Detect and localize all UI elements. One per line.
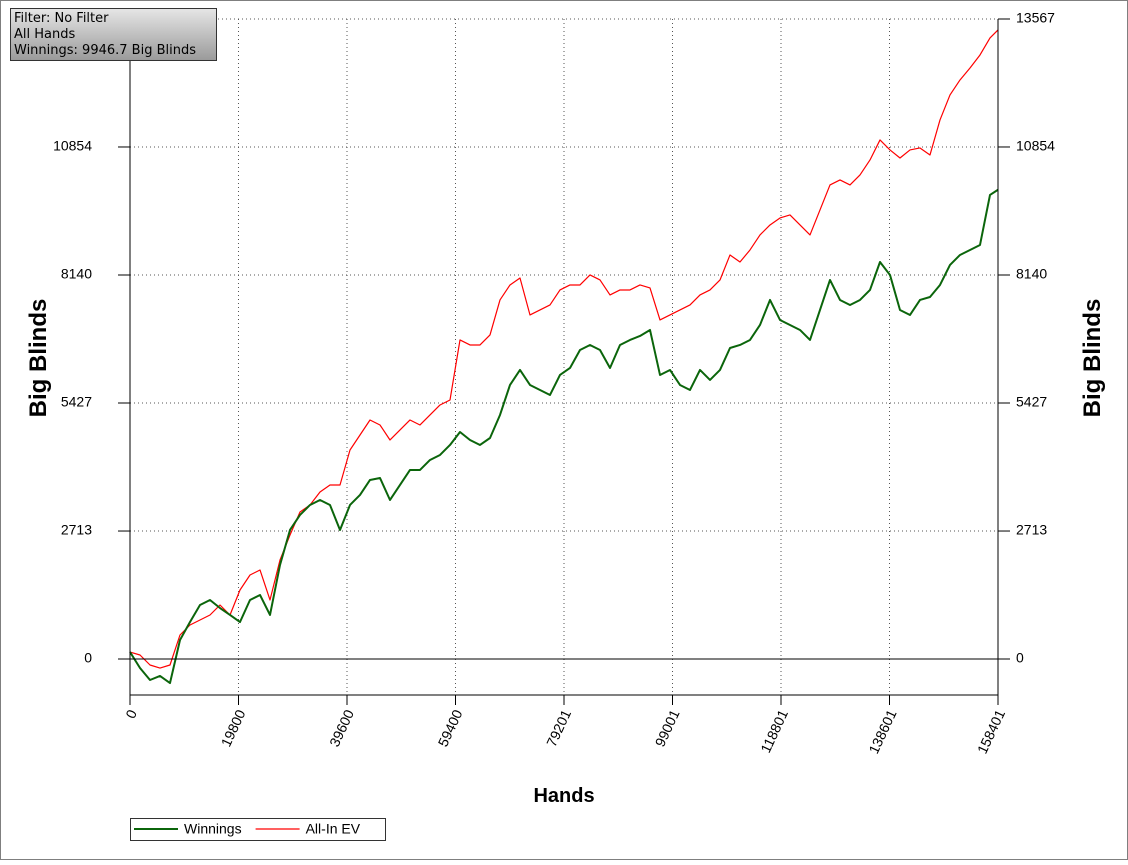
y2-tick-label: 10854 [1016, 138, 1055, 154]
y-tick-label: 5427 [61, 394, 92, 410]
y-tick-label: 2713 [61, 522, 92, 538]
info-line: Filter: No Filter [14, 11, 109, 26]
y2-tick-label: 0 [1016, 650, 1024, 666]
y2-tick-label: 2713 [1016, 522, 1047, 538]
y-tick-label: 0 [84, 650, 92, 666]
x-axis-label: Hands [533, 785, 594, 807]
legend: Winnings All-In EV [130, 818, 386, 841]
y-tick-label: 10854 [53, 138, 92, 154]
info-box: Filter: No Filter All Hands Winnings: 99… [10, 8, 217, 61]
info-line: Winnings: 9946.7 Big Blinds [14, 43, 196, 58]
y2-tick-label: 13567 [1016, 10, 1055, 26]
info-line: All Hands [14, 27, 75, 42]
series-line [129, 188, 999, 685]
y-tick-label: 8140 [61, 266, 92, 282]
y-axis-label: Big Blinds [25, 299, 52, 418]
legend-label: Winnings [184, 821, 242, 837]
y2-axis-label: Big Blinds [1079, 299, 1106, 418]
lines [129, 29, 999, 685]
y2-tick-label: 8140 [1016, 266, 1047, 282]
y2-tick-label: 5427 [1016, 394, 1047, 410]
legend-label: All-In EV [306, 821, 361, 837]
series-line [129, 29, 999, 669]
info-box-frame [10, 8, 217, 61]
